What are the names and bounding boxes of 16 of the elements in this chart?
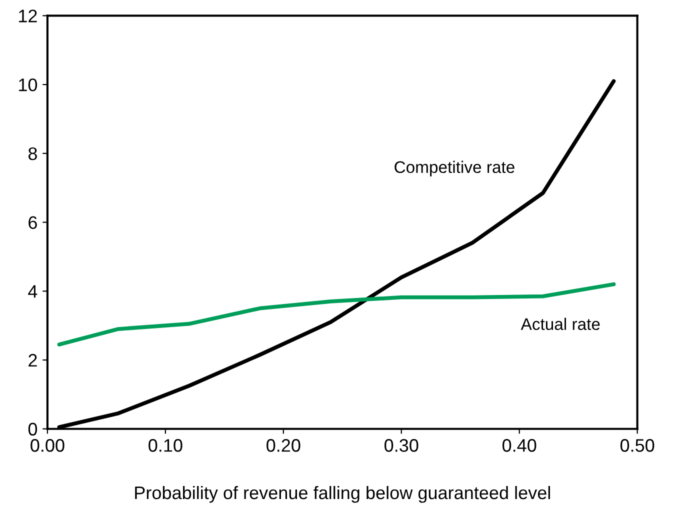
y-tick-label: 6	[28, 216, 37, 229]
y-tick-label: 0	[28, 422, 38, 436]
y-tick-label: 8	[28, 147, 37, 160]
x-tick-label: 0.40	[502, 439, 536, 452]
x-tick-label: 0.30	[384, 439, 418, 452]
x-tick-label: 0.00	[30, 439, 64, 452]
series-label: Actual rate	[520, 318, 600, 330]
x-tick-label: 0.50	[620, 439, 654, 452]
series-label: Competitive rate	[394, 160, 514, 176]
x-tick-label: 0.10	[148, 439, 182, 452]
x-axis-title: Probability of revenue falling below guaranteed level	[135, 486, 550, 503]
x-tick-label: 0.20	[266, 439, 300, 452]
y-tick-label: 2	[28, 354, 37, 367]
y-tick-label: 12	[19, 10, 37, 22]
y-tick-label: 10	[19, 78, 38, 92]
y-tick-label: 4	[28, 285, 38, 298]
